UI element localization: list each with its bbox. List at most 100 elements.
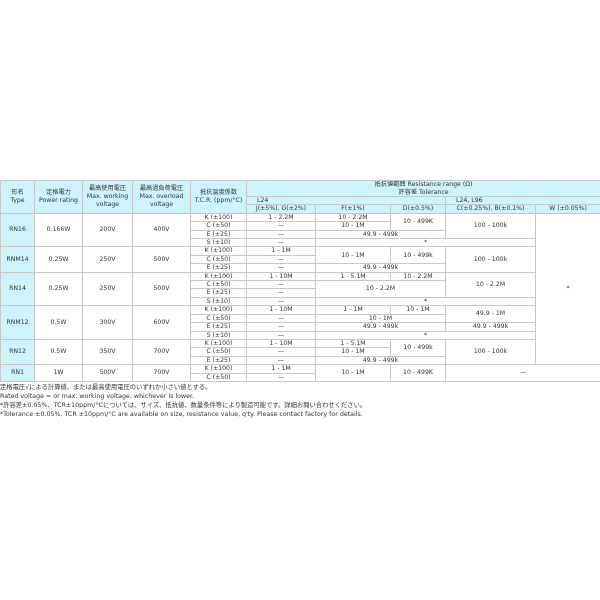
range-cell: 10 - 1M (315, 221, 391, 231)
tcr-cell: E (±25) (190, 288, 247, 298)
table-row: RN1 1W 500V 700V K (±100) 1 - 1M 10 - 1M 10 - 4… (0, 364, 600, 382)
range-cell: — (246, 221, 316, 231)
header-power: 定格電力 Power rating (34, 180, 83, 214)
power-cell: 0.5W (34, 338, 83, 366)
table-row: S (±10) — * (1, 238, 600, 248)
tcr-cell: K (±100) (190, 271, 247, 282)
range-cell: 10 - 1M (390, 305, 446, 315)
footnote: *許容差±0.05%、TCR±10ppm/°Cについては、サイズ、抵抗値、数量条… (0, 402, 367, 409)
range-cell: 49.9 - 499k (445, 322, 536, 332)
tcr-cell: E (±25) (190, 263, 247, 273)
tcr-cell: C (±50) (190, 254, 247, 265)
tcr-cell: K (±100) (190, 212, 247, 223)
overload-voltage-cell: 400V (132, 212, 191, 248)
range-cell: — (246, 263, 316, 273)
power-cell: 0.25W (34, 246, 83, 273)
range-cell: 1 - 1M (315, 305, 391, 315)
power-cell: 0.5W (34, 305, 83, 340)
type-cell: RN16 (0, 212, 35, 248)
range-cell: 1 - 10M (246, 305, 316, 315)
table-row: RN14 0.25W 250V 500V K (±100) 1 - 10M 1 - 5.1M… (0, 271, 600, 307)
range-cell: — (246, 355, 316, 366)
table-row: C (±50) —10 - 2.2M (1, 280, 600, 298)
range-cell: 100 - 100k (445, 212, 536, 240)
tcr-cell: E (±25) (190, 229, 247, 240)
range-cell: — (246, 372, 316, 382)
header-tcr: 抵抗温度係数 T.C.R. (ppm/°C) (190, 180, 247, 214)
header-series-l24-l96: L24, L96 (444, 195, 600, 206)
footnote: *Tolerance ±0.05%, TCR ±10ppm/°C are ava… (0, 411, 363, 418)
type-cell: RNM12 (0, 305, 35, 340)
footnote: 定格電圧√による計算値、または最高使用電圧のいずれか小さい値とする。 (0, 384, 212, 391)
range-cell: 49.9 - 499k (315, 263, 446, 273)
tcr-cell: C (±50) (190, 347, 247, 357)
range-cell: * (534, 212, 600, 366)
tcr-cell: K (±100) (190, 246, 247, 256)
range-cell: 10 - 2.2M (315, 212, 391, 223)
range-cell: * (315, 238, 536, 248)
header-tol-w: W (±0.05%) (534, 204, 600, 214)
table-row: S (±10) — * (1, 296, 600, 307)
range-cell: 1 - 5.1M (315, 338, 391, 349)
footnotes: 定格電圧√による計算値、または最高使用電圧のいずれか小さい値とする。 Rated… (0, 383, 366, 419)
tcr-cell: S (±10) (190, 238, 247, 248)
type-cell: RN12 (0, 338, 35, 366)
range-cell: 10 - 1M (315, 364, 391, 382)
range-cell: 10 - 2.2M (390, 271, 446, 282)
table-row: RN12 0.5W 350V 700V K (±100) 1 - 10M 1 - 5.1M 1… (0, 338, 600, 366)
range-cell: 100 - 100k (445, 246, 536, 273)
table-row: S (±10) — * (1, 330, 600, 340)
range-cell: 1 - 1M (246, 246, 316, 256)
tcr-cell: S (±10) (190, 330, 247, 340)
overload-voltage-cell: 600V (132, 305, 191, 340)
table-row: RN16 0.166W 200V 400V K (±100) 1 - 2.2M 10 - 2… (0, 212, 600, 366)
tcr-cell: C (±50) (190, 221, 247, 231)
table-row: C (±50) —10 - 1M (1, 347, 600, 357)
table-row: C (±50) —10 - 1M (1, 221, 600, 231)
range-cell: 10 - 2.2M (445, 271, 536, 298)
table-row: E (±25) —49.9 - 499k 49.9 - 499k (1, 322, 600, 332)
tcr-cell: E (±25) (190, 322, 247, 332)
tcr-cell: K (±100) (190, 338, 247, 349)
working-voltage-cell: 200V (82, 212, 133, 248)
working-voltage-cell: 350V (82, 338, 133, 366)
tcr-cell: C (±50) (190, 313, 247, 324)
tcr-cell: E (±25) (190, 355, 247, 366)
range-cell: — (246, 296, 316, 307)
working-voltage-cell: 300V (82, 305, 133, 340)
tcr-cell: S (±10) (190, 296, 247, 307)
header-tol-f: F(±1%) (315, 204, 391, 214)
range-cell: — (246, 254, 316, 265)
range-cell: — (246, 288, 316, 298)
power-cell: 1W (34, 364, 83, 382)
table-body: RN16 0.166W 200V 400V K (±100) 1 - 2.2M 10 - 2… (0, 212, 600, 382)
table-row: C (±50) — (1, 372, 600, 382)
tcr-cell: C (±50) (190, 280, 247, 290)
range-cell: — (246, 280, 316, 290)
range-cell: — (246, 229, 316, 240)
table-row: E (±25) —49.9 - 499k (1, 355, 600, 366)
header-tol-cb: C(±0.25%), B(±0.1%) (445, 204, 536, 214)
range-cell: 10 - 1M (315, 313, 446, 324)
working-voltage-cell: 250V (82, 271, 133, 307)
header-overload-voltage: 最高過負荷電圧 Max. overload voltage (132, 180, 191, 214)
header-working-voltage: 最高使用電圧 Max. working voltage (82, 180, 133, 214)
range-cell: — (246, 330, 316, 340)
range-cell: — (246, 347, 316, 357)
type-cell: RNM14 (0, 246, 35, 273)
footnote: Rated voltage = or max. working voltage,… (0, 393, 194, 400)
range-cell: 49.9 - 499k (315, 322, 446, 332)
type-cell: RN14 (0, 271, 35, 307)
range-cell: 1 - 10M (246, 338, 316, 349)
range-cell: 10 - 499k (390, 246, 446, 265)
range-cell: * (315, 330, 536, 340)
range-cell: 49.9 - 1M (445, 305, 536, 324)
range-cell: 10 - 1M (315, 347, 391, 357)
range-cell: 10 - 499K (390, 212, 446, 231)
range-cell: 1 - 10M (246, 271, 316, 282)
power-cell: 0.166W (34, 212, 83, 248)
working-voltage-cell: 500V (82, 364, 133, 382)
overload-voltage-cell: 700V (132, 338, 191, 366)
overload-voltage-cell: 700V (132, 364, 191, 382)
range-cell: 10 - 1M (315, 246, 391, 265)
